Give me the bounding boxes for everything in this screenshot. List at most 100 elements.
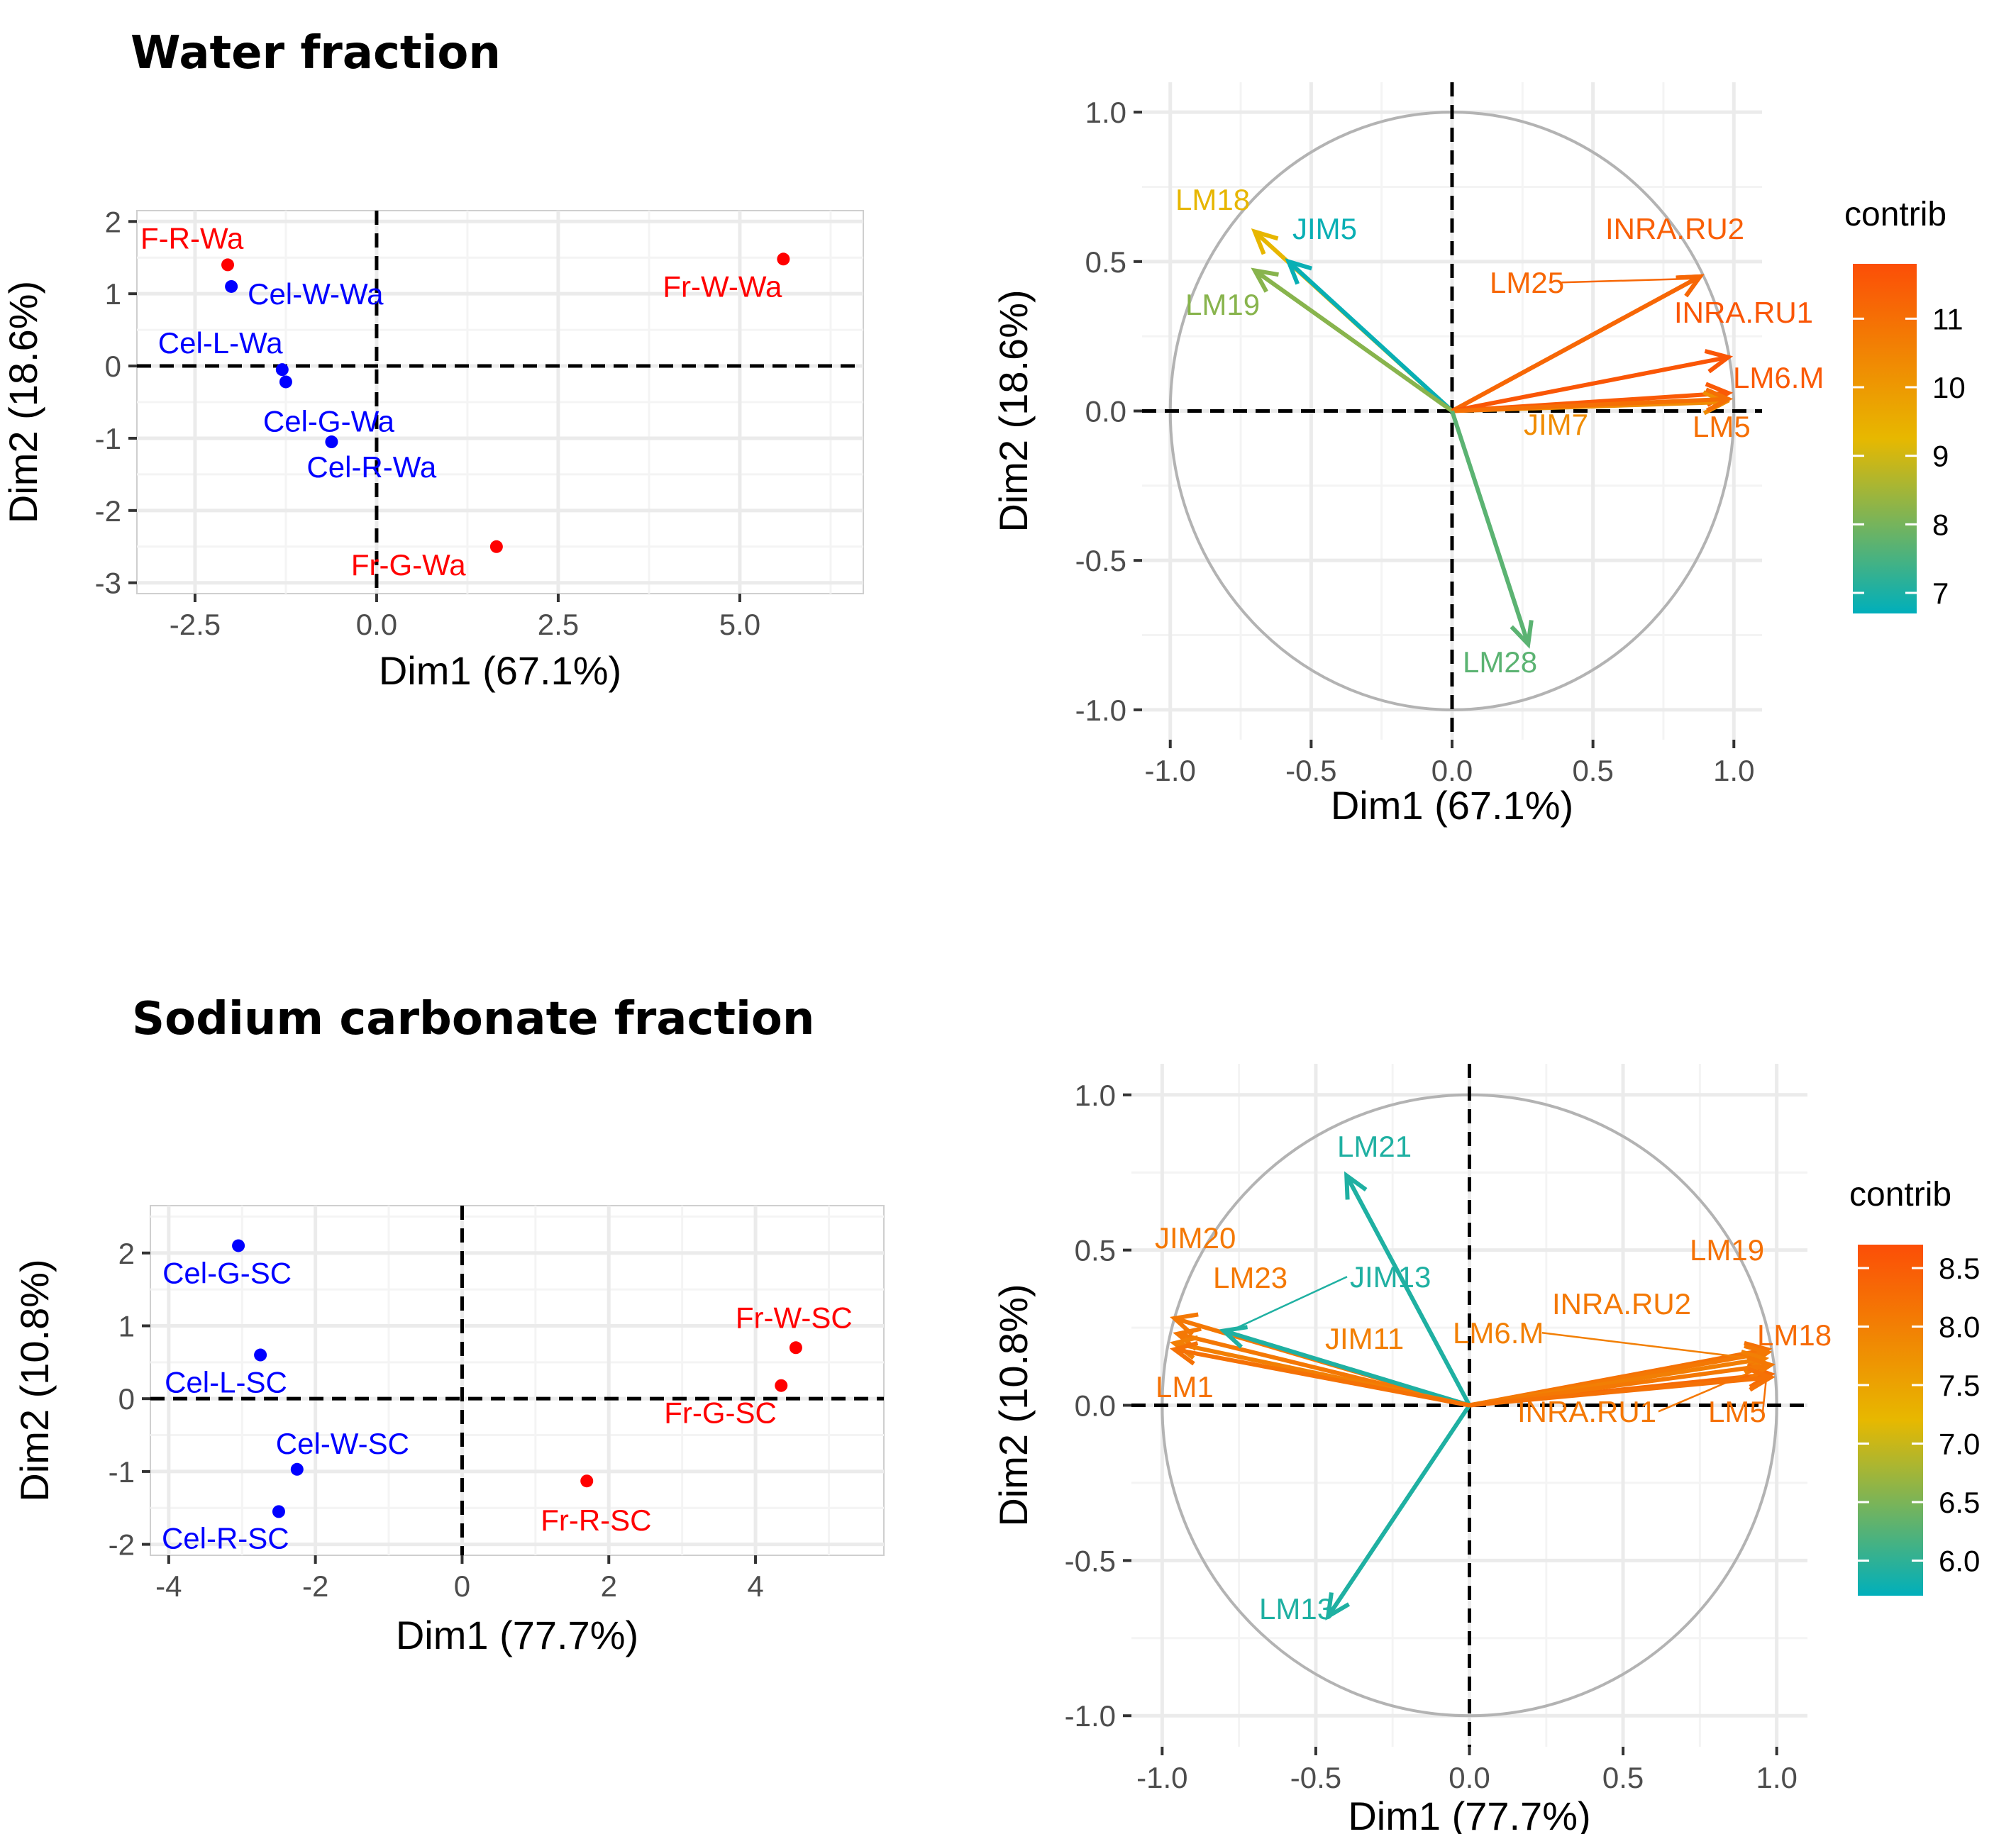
vector-arrowhead-LM5 <box>1705 387 1734 413</box>
vector-arrowhead-JIM13 <box>1219 1325 1248 1349</box>
point-label-Cel-R-SC: Cel-R-SC <box>162 1521 289 1555</box>
water-var-legend-label: 9 <box>1932 440 1949 473</box>
point-Cel-L-Wa <box>275 363 289 377</box>
vector-label-LM5: LM5 <box>1708 1395 1766 1428</box>
water-ind-panel: -2.5 0.0 2.5 5.0 -3 -2 -1 0 1 2 Dim1 (67.1%) Dim2 (… <box>1 205 864 693</box>
point-Fr-G-Wa <box>489 540 503 553</box>
vector-leader-LM25 <box>1561 277 1697 284</box>
water-var-tick-label-x: 0.5 <box>1572 754 1613 787</box>
vector-arrowhead-LM1 <box>1169 1340 1199 1366</box>
vector-LM5 <box>1451 396 1729 413</box>
vector-JIM5 <box>1287 260 1454 413</box>
point-label-Cel-L-Wa: Cel-L-Wa <box>158 326 283 360</box>
vector-label-INRA.RU2: INRA.RU2 <box>1605 212 1744 245</box>
vector-label-JIM11: JIM11 <box>1325 1322 1404 1355</box>
water-ind-tick-label-y: 1 <box>105 277 121 311</box>
sodium-ind-tick-label-x: 2 <box>601 1569 617 1603</box>
sodium-var-legend-label: 6.5 <box>1939 1486 1980 1519</box>
water-fraction-title: Water fraction <box>131 27 501 79</box>
point-label-Fr-R-SC: Fr-R-SC <box>541 1504 651 1537</box>
vector-arrowhead-LM5 <box>1747 1367 1776 1392</box>
vector-INRA.RU1 <box>1451 355 1729 413</box>
water-ind-tick-label-x: 5.0 <box>719 608 760 641</box>
point-Fr-W-Wa <box>777 252 790 266</box>
vector-arrowhead-LM28 <box>1510 620 1534 649</box>
vector-label-LM19: LM19 <box>1690 1233 1764 1267</box>
vector-label-INRA.RU1: INRA.RU1 <box>1674 296 1813 329</box>
point-Cel-W-SC <box>290 1462 304 1476</box>
vector-arrowhead-LM13 <box>1325 1592 1351 1621</box>
water-ind-tick-label-x: 0.0 <box>356 608 397 641</box>
sodium-ind-plot-area <box>150 1205 885 1556</box>
point-label-Cel-R-Wa: Cel-R-Wa <box>306 450 436 484</box>
point-label-Fr-W-SC: Fr-W-SC <box>736 1301 853 1334</box>
sodium-var-tick-label-y: 1.0 <box>1075 1079 1116 1112</box>
water-var-legend-label: 11 <box>1932 302 1964 335</box>
point-Cel-G-Wa <box>279 375 292 389</box>
vector-arrowhead-LM18 <box>1251 228 1279 255</box>
sodium-ind-tick-label-y: 1 <box>118 1309 135 1343</box>
water-var-tick-label-y: 0.0 <box>1085 395 1126 428</box>
point-label-Cel-W-SC: Cel-W-SC <box>276 1427 409 1460</box>
vector-arrowhead-LM19 <box>1251 267 1279 293</box>
sodium-var-tick-label-y: 0.5 <box>1075 1234 1116 1267</box>
point-label-Cel-W-Wa: Cel-W-Wa <box>248 277 384 311</box>
water-var-tick-label-y: -1.0 <box>1075 694 1126 727</box>
sodium-ind-x-axis-title: Dim1 (77.7%) <box>396 1613 638 1657</box>
sodium-ind-tick-label-x: 4 <box>747 1569 763 1603</box>
sodium-carbonate-fraction-title: Sodium carbonate fraction <box>132 993 815 1045</box>
point-Cel-R-Wa <box>325 435 338 449</box>
point-Cel-L-SC <box>254 1348 267 1362</box>
vector-arrowhead-INRA.RU1 <box>1704 349 1734 374</box>
vector-leader-LM6.M <box>1541 1332 1761 1361</box>
water-var-legend-label: 10 <box>1932 371 1966 404</box>
sodium-var-legend-label: 7.0 <box>1939 1428 1980 1461</box>
sodium-var-legend-title: contrib <box>1849 1176 1951 1213</box>
point-F-R-Wa <box>221 258 234 272</box>
vector-arrowhead-LM25 <box>1676 274 1705 298</box>
sodium-var-legend-label: 7.5 <box>1939 1369 1980 1402</box>
water-ind-x-axis-title: Dim1 (67.1%) <box>379 648 621 693</box>
vector-label-LM25: LM25 <box>1490 266 1564 299</box>
sodium-var-tick-label-x: -0.5 <box>1290 1761 1341 1794</box>
vector-arrowhead-JIM5 <box>1285 258 1313 285</box>
vector-label-LM18: LM18 <box>1757 1318 1832 1352</box>
point-Cel-G-SC <box>232 1239 245 1252</box>
water-var-legend-label: 8 <box>1932 508 1949 541</box>
water-ind-tick-label-y: 2 <box>105 205 121 238</box>
vector-JIM13 <box>1223 1328 1471 1408</box>
sodium-var-panel: -1.0 -0.5 0.0 0.5 1.0 -1.0 -0.5 0.0 0.5 1.0 Dim1 (… <box>991 1064 1980 1834</box>
water-var-tick-label-x: -0.5 <box>1285 754 1336 787</box>
sodium-var-tick-label-x: -1.0 <box>1136 1761 1187 1794</box>
sodium-var-tick-label-x: 0.0 <box>1449 1761 1490 1794</box>
sodium-ind-tick-label-x: -2 <box>302 1569 328 1603</box>
vector-label-LM6.M: LM6.M <box>1733 361 1824 394</box>
sodium-var-tick-label-x: 0.5 <box>1602 1761 1644 1794</box>
vector-label-JIM20: JIM20 <box>1155 1221 1236 1255</box>
sodium-ind-tick-label-y: 2 <box>118 1237 135 1270</box>
vector-LM5 <box>1469 1375 1771 1408</box>
sodium-var-tick-label-y: 0.0 <box>1075 1389 1116 1423</box>
sodium-ind-tick-label-x: -4 <box>155 1569 182 1603</box>
water-ind-tick-label-y: -1 <box>95 422 121 455</box>
water-var-tick-label-x: 1.0 <box>1713 754 1754 787</box>
water-var-panel: -1.0 -0.5 0.0 0.5 1.0 -1.0 -0.5 0.0 0.5 1.0 Dim1 (… <box>991 82 1966 828</box>
sodium-ind-tick-label-y: -1 <box>109 1455 135 1489</box>
vector-label-JIM13: JIM13 <box>1350 1260 1431 1294</box>
water-var-legend-colorbar <box>1853 264 1917 613</box>
sodium-var-tick-label-y: -1.0 <box>1065 1699 1116 1733</box>
vector-label-LM6.M: LM6.M <box>1453 1316 1544 1350</box>
vector-leader-JIM13 <box>1227 1276 1348 1333</box>
point-Fr-G-SC <box>775 1379 788 1392</box>
point-label-Cel-G-Wa: Cel-G-Wa <box>263 404 395 438</box>
vector-LM28 <box>1450 410 1531 645</box>
water-ind-tick-label-x: 2.5 <box>538 608 579 641</box>
point-label-Fr-G-Wa: Fr-G-Wa <box>351 548 466 582</box>
sodium-var-tick-label-x: 1.0 <box>1756 1761 1797 1794</box>
water-ind-tick-label-y: -2 <box>95 494 121 528</box>
water-var-legend-title: contrib <box>1844 196 1946 233</box>
water-var-tick-label-y: 0.5 <box>1085 245 1126 279</box>
vector-arrowhead-JIM20 <box>1170 1312 1199 1336</box>
water-ind-y-axis-title: Dim2 (18.6%) <box>1 281 45 523</box>
